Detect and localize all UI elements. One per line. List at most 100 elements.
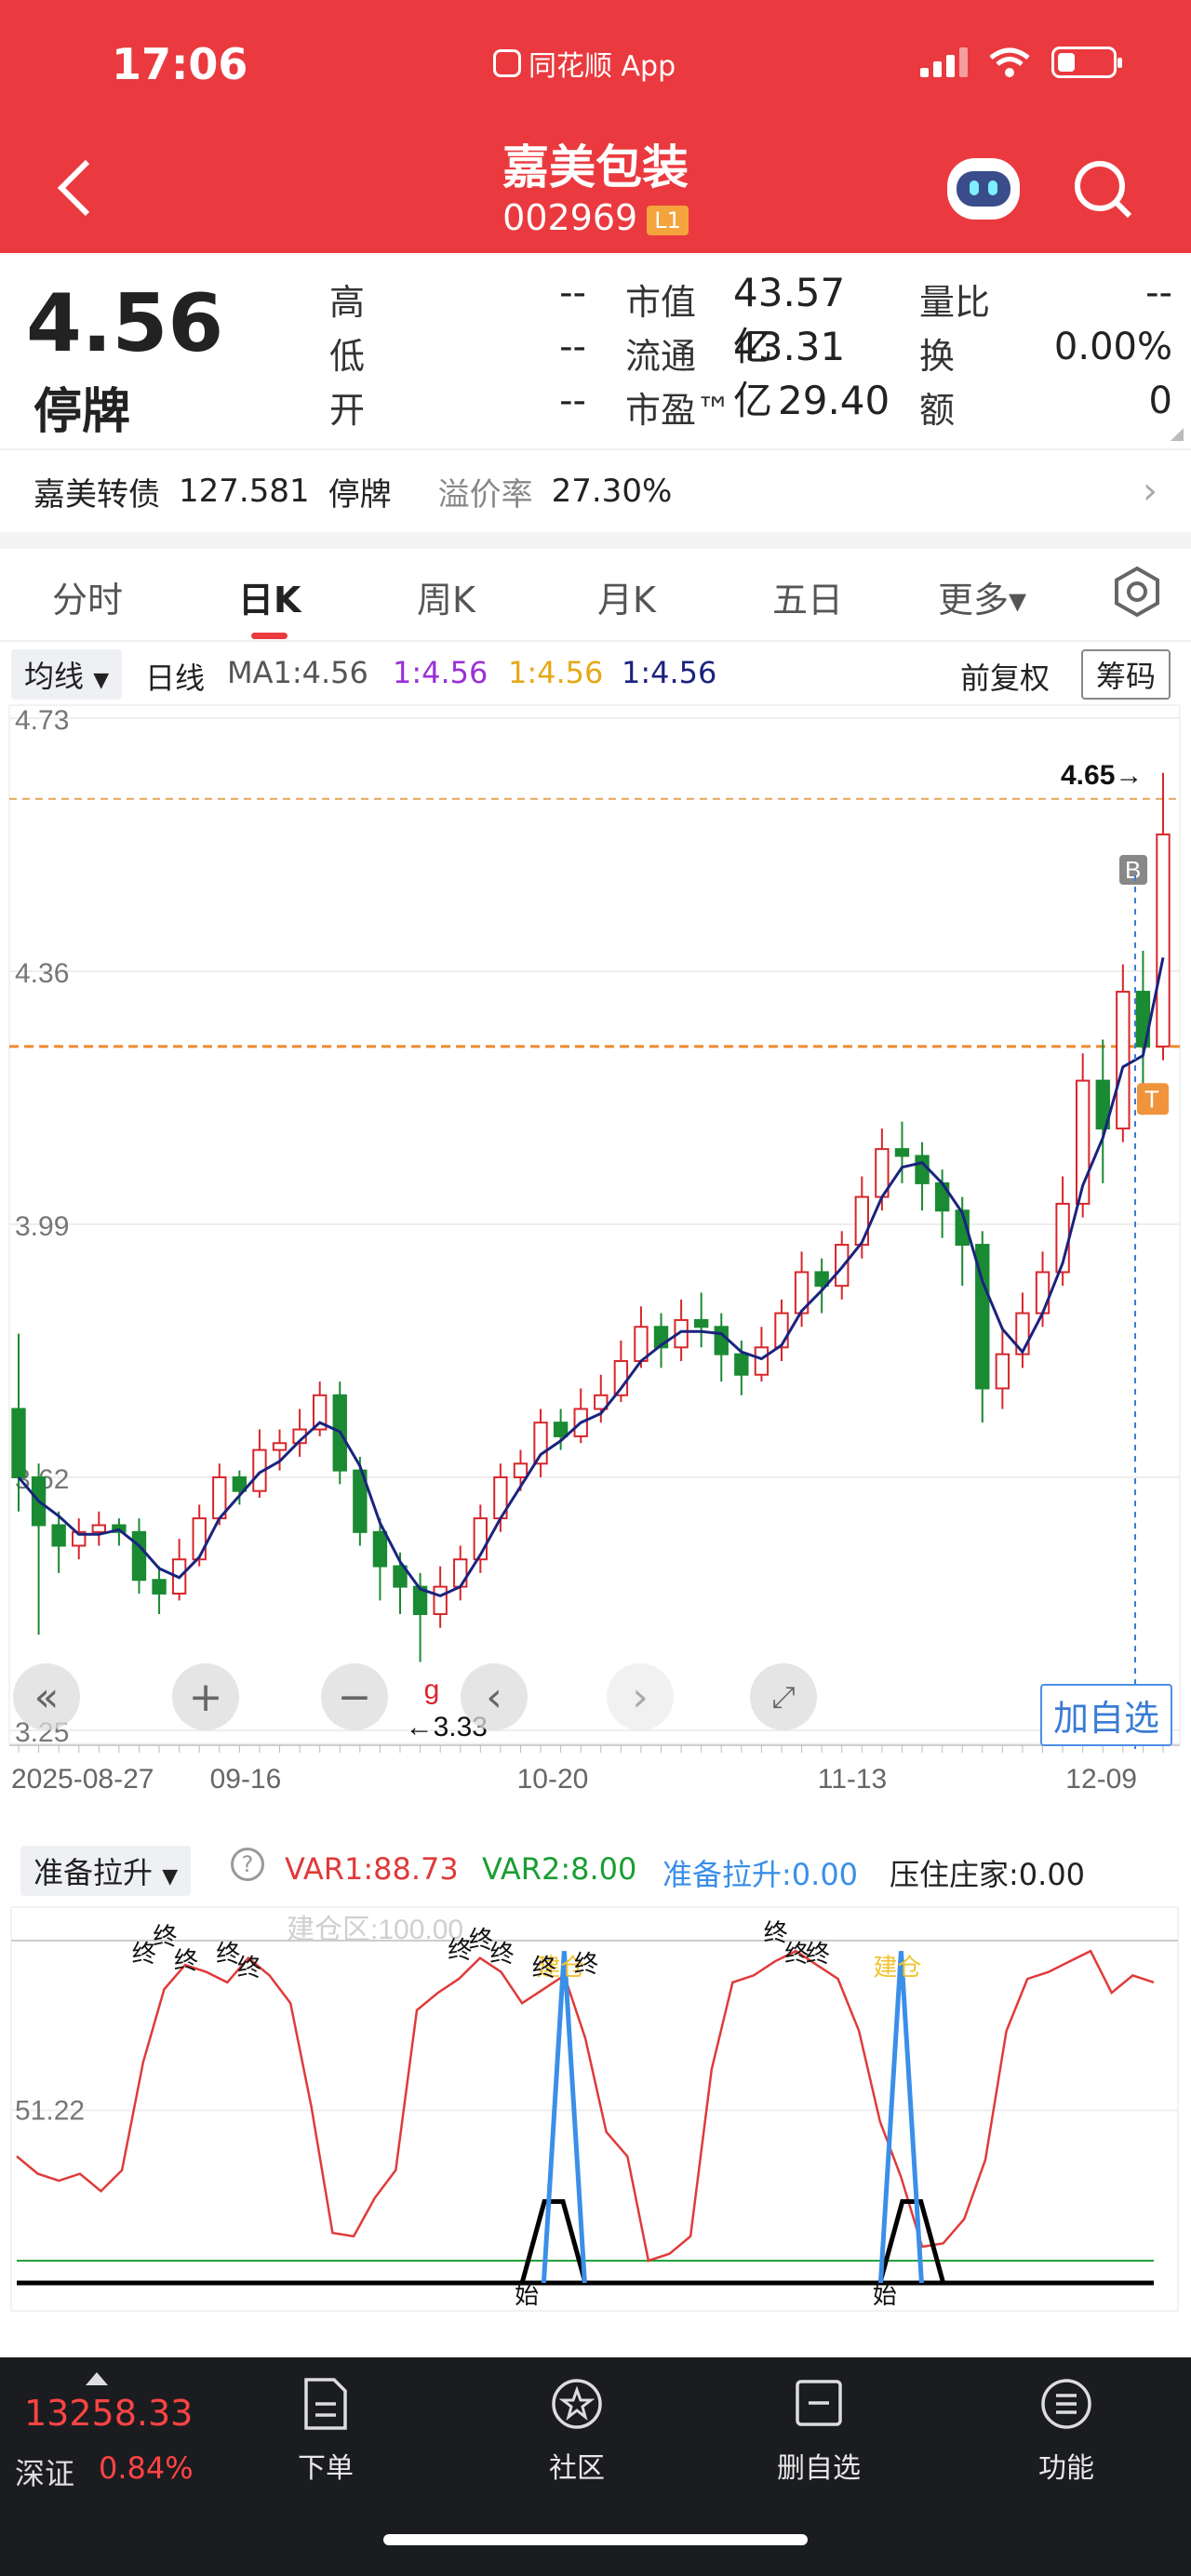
caret-down-icon: ▼ <box>162 1865 179 1889</box>
quote-label-high: 高 <box>329 282 366 323</box>
candle-body <box>553 1421 569 1437</box>
nav-remove-favorite[interactable]: 删自选 <box>744 2376 893 2486</box>
stock-code-line: 002969 L1 <box>0 197 1191 238</box>
quote-value-high: -- <box>559 272 586 314</box>
search-icon[interactable] <box>1072 158 1135 221</box>
chart-settings-icon[interactable] <box>1111 566 1163 618</box>
stock-name: 嘉美包装 <box>502 140 689 194</box>
kline-y-tick: 4.73 <box>15 705 69 736</box>
tab-weekly-k[interactable]: 周K <box>417 580 475 621</box>
scroll-left-button[interactable]: ‹ <box>461 1663 528 1730</box>
chevron-right-icon: › <box>632 1673 649 1721</box>
candle-body <box>995 1353 1010 1390</box>
press-bump <box>877 2199 946 2284</box>
order-document-icon <box>304 2378 347 2430</box>
quote-label-low: 低 <box>329 336 366 377</box>
quote-value-volratio: -- <box>1145 272 1172 314</box>
home-indicator[interactable] <box>383 2534 808 2545</box>
zoom-in-button[interactable]: + <box>172 1663 239 1730</box>
minus-icon: − <box>337 1673 372 1721</box>
candle-body <box>674 1318 689 1349</box>
high-price-annotation: 4.65→ <box>1061 760 1143 791</box>
help-icon[interactable]: ? <box>231 1848 264 1881</box>
var1-line <box>16 1949 1155 2262</box>
fullscreen-icon: ⤢ <box>771 1678 796 1715</box>
prep-value: 准备拉升:0.00 <box>662 1857 859 1892</box>
candle-body <box>734 1353 749 1376</box>
chevron-left-icon: ‹ <box>486 1673 502 1721</box>
end-label: 终 <box>153 1923 177 1951</box>
tab-daily-k[interactable]: 日K <box>238 571 301 639</box>
kline-x-tick: 2025-08-27 <box>11 1764 154 1795</box>
collapse-left-button[interactable]: « <box>13 1663 80 1730</box>
end-label: 终 <box>216 1941 240 1969</box>
tab-five-day[interactable]: 五日 <box>772 580 844 621</box>
candle-body <box>533 1421 548 1465</box>
nav-community[interactable]: 社区 <box>502 2376 651 2486</box>
period-label: 日线 <box>145 661 206 696</box>
sell-marker: T <box>1144 1085 1159 1113</box>
ma1-value: MA1:4.56 <box>227 655 368 690</box>
candle-body <box>272 1442 288 1451</box>
buy-marker-box <box>1119 855 1147 886</box>
ma2-value: 1:4.56 <box>393 655 488 690</box>
end-label: 终 <box>806 1941 830 1969</box>
start-label: 始 <box>873 2282 897 2310</box>
quote-value-low: -- <box>559 326 586 368</box>
fullscreen-button[interactable]: ⤢ <box>750 1663 817 1730</box>
quote-value-amount: 0 <box>1148 380 1172 422</box>
bond-premium-label: 溢价率 <box>437 475 533 514</box>
end-label: 终 <box>132 1941 156 1969</box>
tab-intraday[interactable]: 分时 <box>52 580 124 621</box>
bond-status: 停牌 <box>328 475 392 514</box>
start-label: 始 <box>515 2282 539 2310</box>
signal-icon <box>920 47 968 77</box>
candle-body <box>754 1346 769 1376</box>
index-change: 0.84% <box>99 2450 194 2486</box>
community-star-icon <box>552 2379 602 2429</box>
ma-line <box>17 956 1165 1598</box>
section-divider <box>0 532 1191 549</box>
nav-functions[interactable]: 功能 <box>992 2376 1141 2486</box>
bond-premium: 27.30% <box>551 473 673 510</box>
nav-order-label: 下单 <box>298 2452 354 2485</box>
kline-y-tick: 4.36 <box>15 958 69 989</box>
add-favorite-button[interactable]: 加自选 <box>1040 1684 1173 1746</box>
candle-body <box>975 1244 990 1390</box>
candle-body <box>152 1579 167 1595</box>
candle-body <box>594 1394 609 1410</box>
tab-monthly-k[interactable]: 月K <box>597 580 656 621</box>
prep-pulse <box>877 1951 924 2284</box>
candle-body <box>453 1558 468 1588</box>
scroll-right-button[interactable]: › <box>607 1663 674 1730</box>
ma-selector-button[interactable]: 均线 ▼ <box>11 649 123 700</box>
indicator-selector-button[interactable]: 准备拉升 ▼ <box>20 1846 192 1896</box>
assistant-robot-icon[interactable] <box>947 158 1020 220</box>
index-value[interactable]: 13258.33 <box>24 2393 194 2434</box>
chevron-right-icon: › <box>1143 470 1158 513</box>
kline-and-indicator-chart[interactable]: 4.734.363.993.623.254.65→←3.33gBT2025-08… <box>0 703 1191 2356</box>
quote-label-float: 流通 <box>625 336 697 377</box>
stock-code: 002969 <box>502 197 638 238</box>
kline-y-tick: 3.99 <box>15 1211 69 1242</box>
back-button[interactable] <box>56 158 93 228</box>
nav-remove-favorite-label: 删自选 <box>777 2452 861 2485</box>
end-label: 终 <box>469 1927 493 1955</box>
expand-corner-icon[interactable] <box>1171 428 1184 441</box>
candle-body <box>372 1530 388 1568</box>
nav-order[interactable]: 下单 <box>251 2376 400 2486</box>
double-chevron-left-icon: « <box>33 1673 60 1721</box>
trading-status: 停牌 <box>33 384 131 440</box>
adjust-mode-button[interactable]: 前复权 <box>960 661 1050 696</box>
zoom-out-button[interactable]: − <box>321 1663 388 1730</box>
candle-body <box>513 1462 529 1479</box>
quote-label-mktcap: 市值 <box>625 282 697 323</box>
chips-button[interactable]: 筹码 <box>1081 649 1171 700</box>
tab-more[interactable]: 更多▾ <box>938 580 1027 621</box>
index-name: 深证 <box>15 2456 75 2491</box>
quote-value-mktcap: 43.57亿 <box>733 270 846 369</box>
convertible-bond-row[interactable]: 嘉美转债 127.581 停牌 溢价率 27.30% › <box>0 448 1191 532</box>
candle-body <box>915 1155 930 1184</box>
nav-community-label: 社区 <box>549 2452 605 2485</box>
low-marker: g <box>424 1675 440 1705</box>
